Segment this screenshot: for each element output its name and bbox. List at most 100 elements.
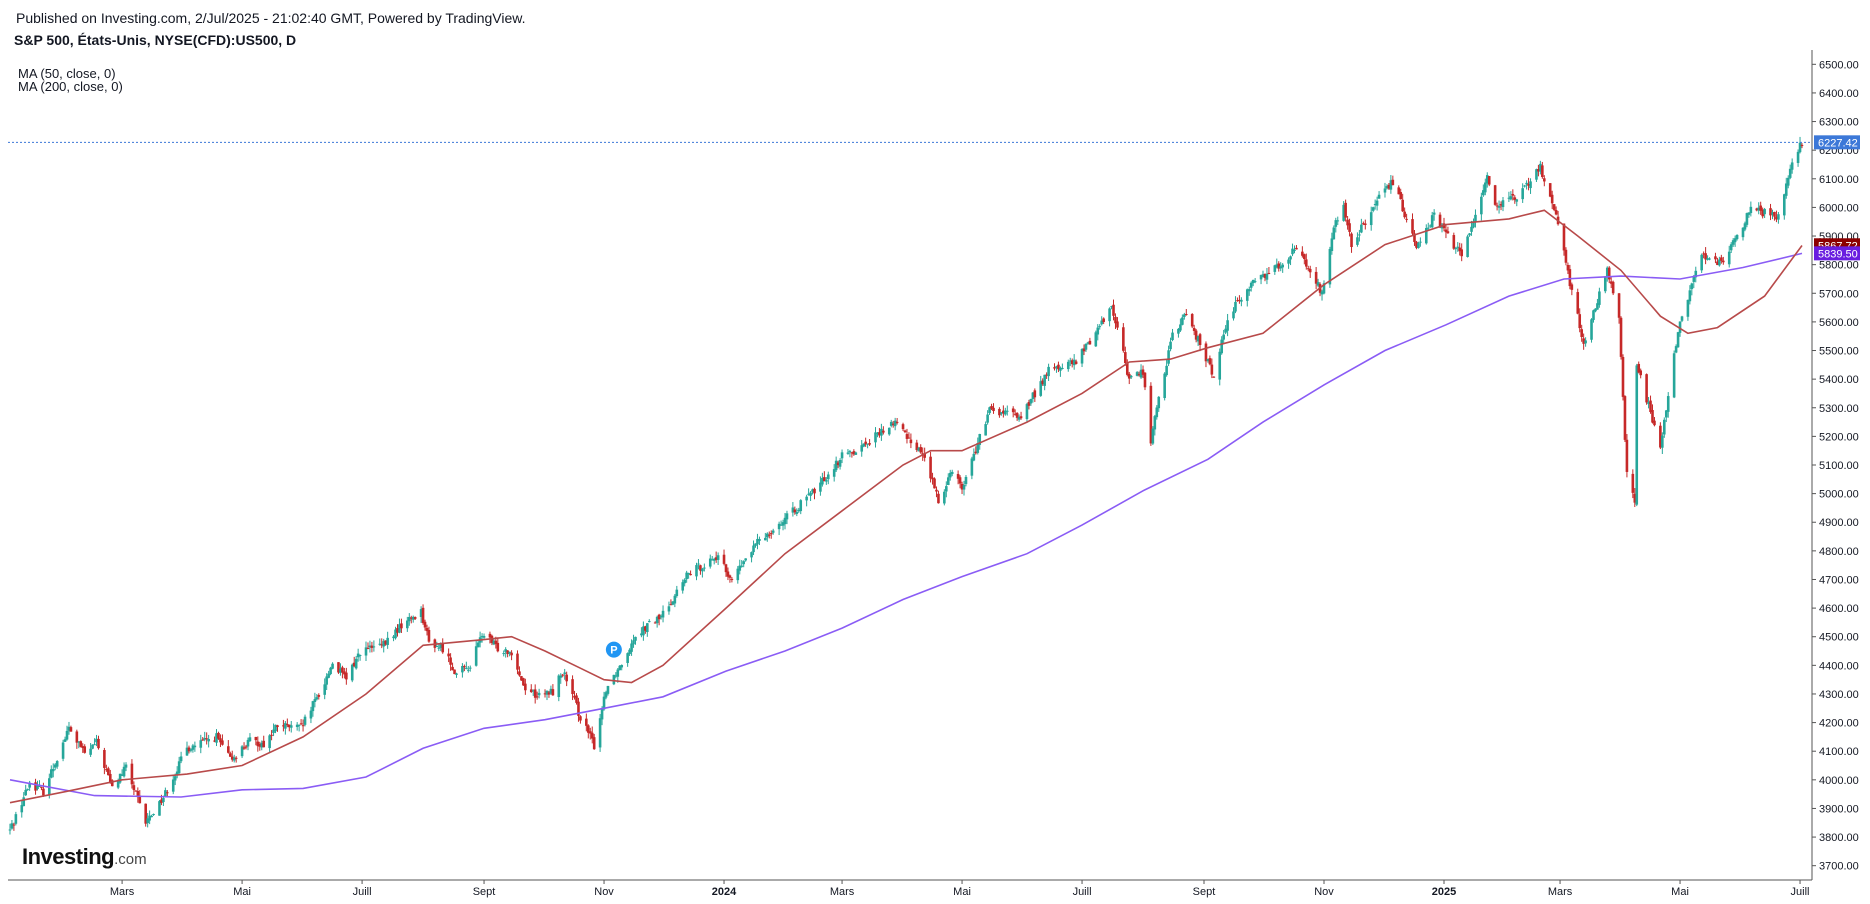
candle	[1234, 296, 1237, 314]
candle	[703, 563, 706, 572]
candle-body	[1287, 259, 1290, 264]
candle-body	[268, 735, 271, 749]
candle	[95, 734, 98, 747]
candle-body	[55, 761, 59, 767]
candle	[1151, 426, 1155, 446]
candle-body	[838, 459, 842, 467]
candle	[1674, 344, 1678, 354]
candle	[573, 690, 576, 700]
candle	[79, 740, 83, 748]
candle-body	[769, 533, 773, 535]
candle-body	[785, 513, 789, 520]
candle	[1240, 297, 1243, 307]
candle-body	[1226, 320, 1229, 331]
candle	[1788, 164, 1792, 180]
candle	[1759, 201, 1762, 215]
candle-body	[826, 474, 830, 480]
candle-body	[1580, 329, 1583, 338]
candle	[1584, 337, 1587, 347]
candle	[1125, 359, 1129, 377]
candle	[1129, 374, 1133, 379]
candle	[1293, 245, 1296, 254]
candle-body	[1692, 276, 1696, 282]
candle-body	[1135, 372, 1139, 376]
x-tick-label: 2024	[712, 886, 737, 898]
candle-body	[764, 537, 767, 541]
candle	[1210, 358, 1214, 379]
candle-body	[299, 723, 303, 725]
candle	[1143, 372, 1147, 391]
candle	[1279, 262, 1283, 272]
candle	[287, 724, 291, 732]
candle	[289, 720, 293, 733]
candle-body	[1220, 339, 1224, 354]
candle-body	[1289, 256, 1292, 260]
x-tick-label: Juill	[1073, 886, 1092, 898]
candle-body	[978, 433, 982, 445]
candle	[783, 512, 787, 530]
candle	[240, 745, 244, 759]
candle	[797, 507, 801, 513]
candle-body	[1017, 416, 1021, 420]
candle-body	[455, 673, 458, 675]
candle-body	[1224, 328, 1227, 333]
candle	[1074, 359, 1078, 365]
candle	[689, 570, 692, 576]
candle	[103, 747, 106, 775]
candle-body	[836, 462, 840, 466]
x-tick-label: Juill	[353, 886, 372, 898]
candle	[1389, 175, 1393, 194]
candle-body	[1782, 194, 1786, 216]
p-marker[interactable]: P	[605, 641, 622, 658]
candle	[671, 601, 675, 606]
candle-body	[630, 643, 633, 652]
candle	[549, 685, 553, 695]
candle-body	[943, 491, 946, 504]
candle	[586, 724, 590, 739]
candle	[653, 621, 657, 624]
candle	[8, 823, 12, 835]
candle-body	[69, 727, 73, 732]
candle	[1426, 222, 1430, 231]
candle	[358, 654, 362, 661]
candle-body	[1184, 314, 1188, 316]
candle	[626, 652, 629, 667]
candle	[110, 779, 114, 787]
candle	[811, 488, 814, 495]
candle-body	[1301, 251, 1304, 256]
candle-body	[447, 653, 450, 657]
ma200-indicator-label[interactable]: MA (200, close, 0)	[18, 79, 123, 94]
ma50-indicator-label[interactable]: MA (50, close, 0)	[18, 66, 116, 81]
candle-body	[1165, 365, 1168, 376]
candle	[722, 549, 726, 566]
candle	[215, 729, 218, 747]
candle	[1672, 350, 1676, 399]
candle-body	[1267, 272, 1271, 274]
candle-body	[1183, 314, 1186, 317]
candle-body	[162, 798, 165, 803]
candle-body	[1796, 151, 1800, 163]
candle	[1045, 372, 1048, 379]
candle-body	[437, 647, 441, 649]
candle	[537, 688, 541, 699]
candle-body	[1171, 332, 1174, 341]
candle-body	[1346, 219, 1349, 226]
candle-body	[93, 744, 96, 746]
candle	[309, 706, 313, 724]
candle	[1651, 404, 1654, 424]
candle-body	[289, 725, 293, 728]
candle-body	[1375, 200, 1379, 206]
candle-body	[1611, 281, 1615, 294]
candle-body	[124, 764, 128, 768]
candle-body	[1334, 220, 1338, 227]
candle	[1480, 192, 1483, 221]
candle	[1525, 180, 1528, 190]
candle	[1184, 309, 1188, 316]
candle	[712, 557, 716, 565]
candle	[1649, 395, 1652, 414]
candle-body	[866, 443, 869, 445]
candle	[646, 623, 649, 637]
candle-body	[986, 414, 989, 423]
candle	[1397, 185, 1401, 195]
